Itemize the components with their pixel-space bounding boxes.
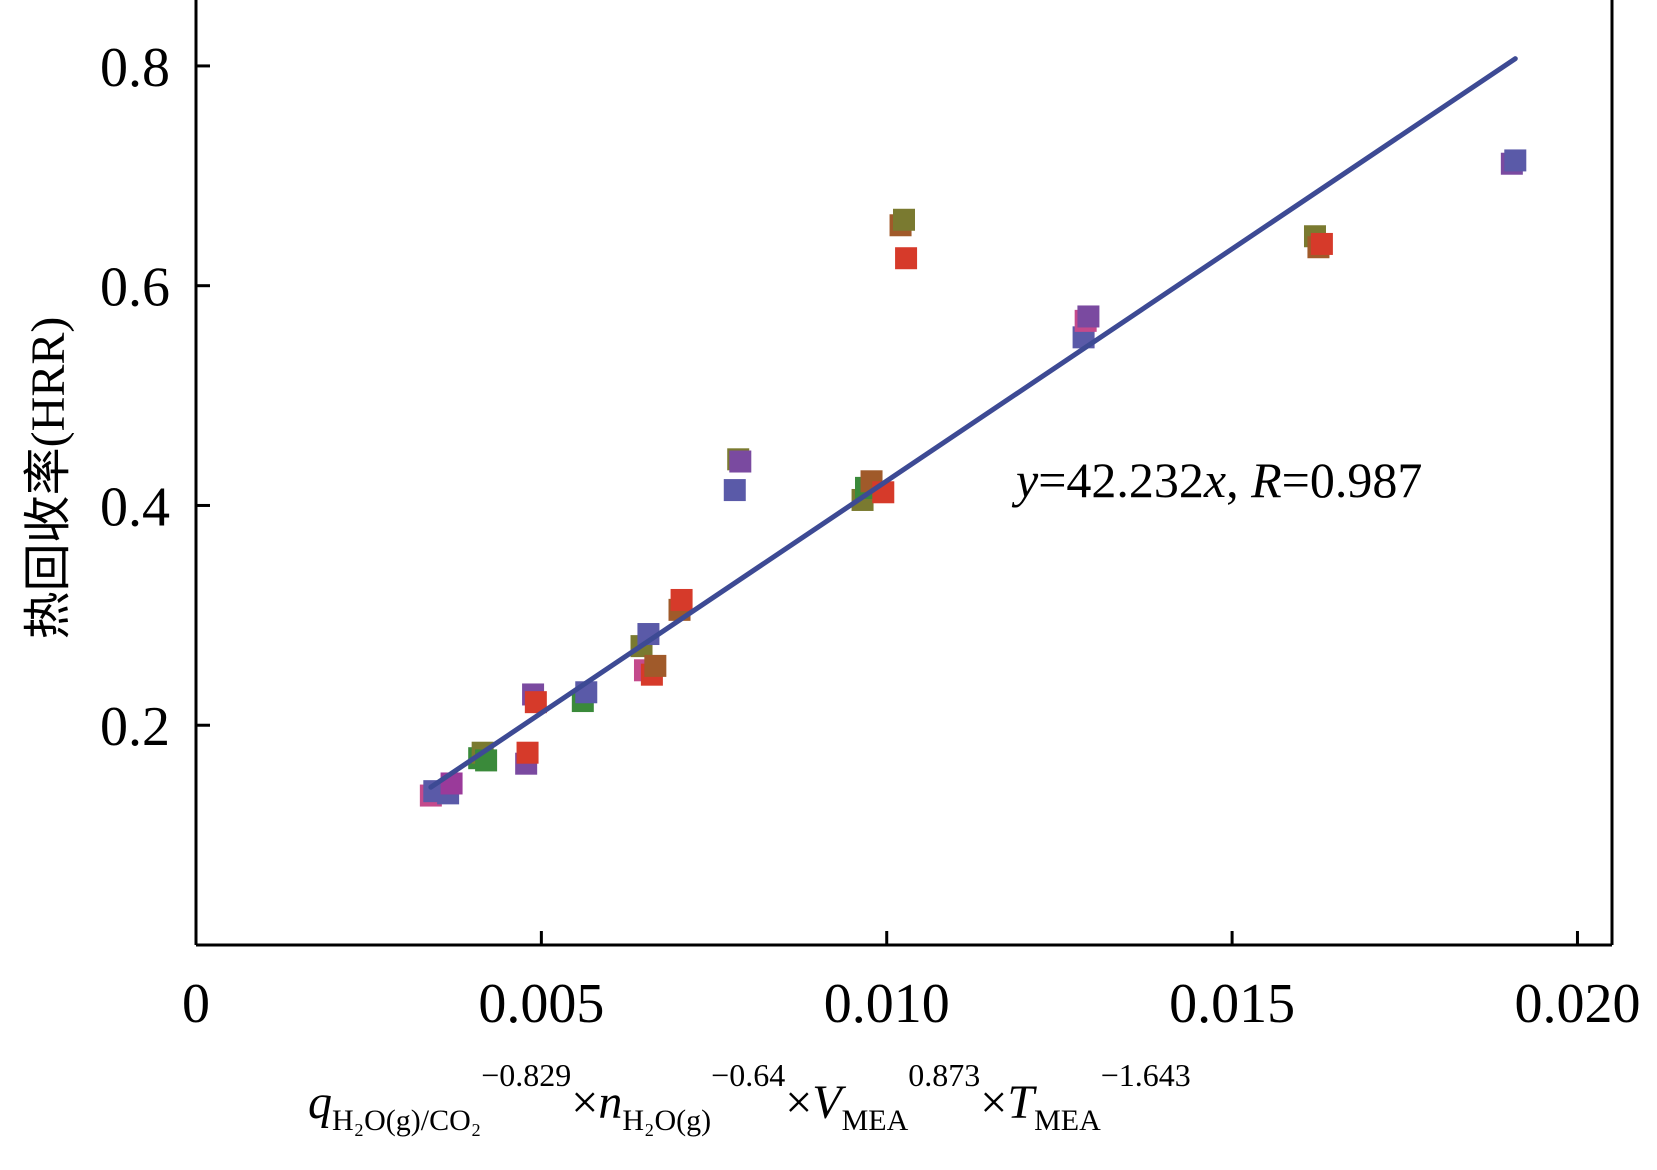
annotation-r-value: =0.987 bbox=[1282, 452, 1423, 508]
xlabel-t-exponent: −1.643 bbox=[1101, 1057, 1191, 1093]
tick-labels: 0 0.005 0.010 0.015 0.020 0.2 0.4 0.6 0.8 bbox=[100, 37, 1640, 1035]
xlabel-times-2: × bbox=[785, 1076, 812, 1129]
x-tick-label: 0.010 bbox=[824, 973, 950, 1035]
y-tick-label: 0.2 bbox=[100, 696, 170, 758]
y-tick-label: 0.4 bbox=[100, 476, 170, 538]
xlabel-n-subscript: H₂O(g) bbox=[622, 1104, 711, 1137]
y-tick-label: 0.6 bbox=[100, 257, 170, 319]
data-points bbox=[419, 149, 1527, 807]
xlabel-v-exponent: 0.873 bbox=[908, 1057, 980, 1093]
x-tick-label: 0.005 bbox=[478, 973, 604, 1035]
annotation-eq-mid: =42.232 bbox=[1038, 452, 1204, 508]
data-point bbox=[1077, 305, 1100, 328]
xlabel-n: n bbox=[598, 1076, 622, 1129]
xlabel-t-subscript: MEA bbox=[1034, 1104, 1101, 1137]
annotation-y: y bbox=[1011, 452, 1039, 508]
xlabel-n-exponent: −0.64 bbox=[711, 1057, 785, 1093]
data-point bbox=[524, 691, 547, 714]
xlabel-q-subscript: H₂O(g)/CO₂ bbox=[332, 1104, 481, 1137]
data-point bbox=[729, 450, 752, 473]
data-point bbox=[516, 741, 539, 764]
annotation-x: x bbox=[1203, 452, 1226, 508]
y-axis-title: 热回收率(HRR) bbox=[22, 317, 75, 640]
data-point bbox=[670, 588, 693, 611]
data-point bbox=[644, 654, 667, 677]
x-tick-label: 0.020 bbox=[1514, 973, 1640, 1035]
data-point bbox=[895, 247, 918, 270]
tick-marks bbox=[196, 64, 1579, 945]
data-point bbox=[893, 208, 915, 231]
annotation-R: R bbox=[1250, 452, 1282, 508]
x-tick-label: 0.015 bbox=[1169, 973, 1295, 1035]
annotation-comma: , bbox=[1226, 452, 1251, 508]
xlabel-t: T bbox=[1007, 1076, 1037, 1129]
y-tick-label: 0.8 bbox=[100, 37, 170, 99]
data-point bbox=[1310, 232, 1333, 255]
xlabel-times-3: × bbox=[980, 1076, 1007, 1129]
fit-line-group bbox=[428, 56, 1518, 790]
x-axis-title: qH₂O(g)/CO₂−0.829×nH₂O(g)−0.64×VMEA0.873… bbox=[308, 1057, 1191, 1137]
data-point bbox=[723, 479, 746, 502]
data-point bbox=[1504, 149, 1527, 172]
xlabel-q: q bbox=[308, 1076, 332, 1129]
fit-annotation: y=42.232x, R=0.987 bbox=[1011, 452, 1422, 508]
xlabel-v: V bbox=[812, 1076, 846, 1129]
xlabel-times-1: × bbox=[571, 1076, 598, 1129]
x-tick-label: 0 bbox=[182, 973, 210, 1035]
xlabel-v-subscript: MEA bbox=[842, 1104, 909, 1137]
xlabel-q-exponent: −0.829 bbox=[481, 1057, 571, 1093]
fit-line bbox=[428, 56, 1518, 790]
